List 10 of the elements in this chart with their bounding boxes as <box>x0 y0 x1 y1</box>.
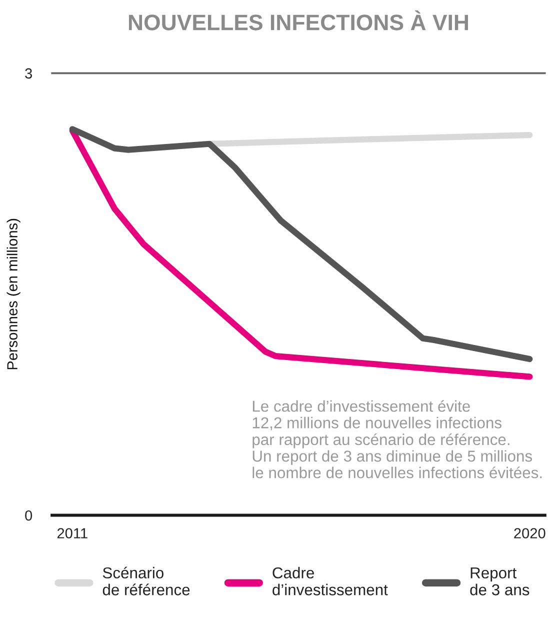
x-tick-label: 2011 <box>57 528 88 538</box>
annotation: Le cadre d’investissement évite 12,2 millions de nouvelles infections par rapport au scénario de référence. Un report de 3 ans diminue de 5 millions le nombre de nouvelles infections évitées. <box>252 400 542 478</box>
y-axis-title: Personnes (en millions) <box>6 218 20 370</box>
legend-label: Cadre d’investissement <box>272 566 388 596</box>
legend-label: Report de 3 ans <box>470 567 530 596</box>
legend-label: Scénario de référence <box>102 566 190 596</box>
y-tick-label: 3 <box>25 68 32 79</box>
x-tick-label: 2020 <box>514 528 546 538</box>
chart-title: NOUVELLES INFECTIONS À VIH <box>128 10 468 30</box>
y-tick-label: 0 <box>25 510 32 521</box>
